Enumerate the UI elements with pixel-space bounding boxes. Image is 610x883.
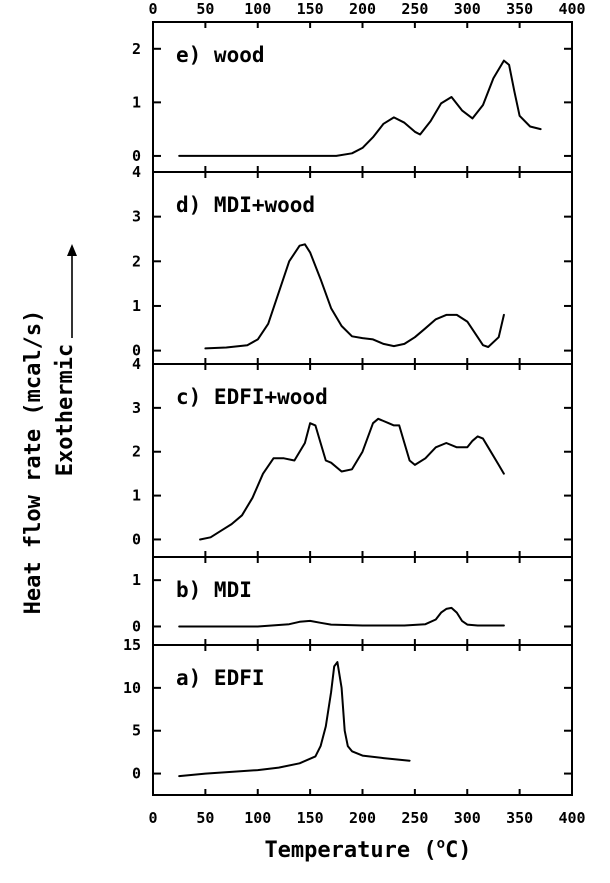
y-tick-label: 0 (132, 530, 141, 548)
x-tick-label-bottom: 50 (196, 809, 214, 827)
x-tick-label-top: 50 (196, 0, 214, 18)
x-axis-layer: 0 0 50 50 100 100 150 150 200 200 250 250 300 300 350 3… (148, 0, 585, 827)
panel-label: c) EDFI+wood (176, 385, 328, 409)
y-tick-label: 5 (132, 722, 141, 740)
y-tick-label: 1 (132, 487, 141, 505)
y-axis-title: Heat flow rate (mcal/s) (21, 310, 46, 615)
x-tick-label-bottom: 150 (297, 809, 324, 827)
y-tick-label: 4 (132, 163, 141, 181)
panel-1: 0 1 2 3 4 d) MDI+wood (132, 163, 573, 365)
x-tick-label-bottom: 350 (506, 809, 533, 827)
series-line (199, 417, 505, 541)
y-tick-label: 3 (132, 399, 141, 417)
y-tick-label: 2 (132, 252, 141, 270)
panel-label: b) MDI (176, 578, 252, 602)
panel-4: 0 5 10 15 a) EDFI (123, 636, 573, 796)
x-tick-label-top: 350 (506, 0, 533, 18)
panel-2: 0 1 2 3 4 c) EDFI+wood (132, 355, 573, 558)
y-tick-label: 0 (132, 765, 141, 783)
series-line (178, 59, 542, 157)
x-tick-label-top: 400 (558, 0, 585, 18)
x-tick-label-top: 0 (148, 0, 157, 18)
panels-layer: 0 1 2 e) wood 0 1 2 3 4 d) MDI+wood 0 1 2 3 4 c) EDFI+w… (123, 21, 573, 796)
x-tick-label-top: 250 (401, 0, 428, 18)
y-tick-label: 1 (132, 297, 141, 315)
exothermic-arrow-head (67, 244, 77, 256)
y-tick-label: 15 (123, 636, 141, 654)
y-tick-label: 2 (132, 443, 141, 461)
series-line (178, 606, 505, 628)
x-tick-label-bottom: 250 (401, 809, 428, 827)
x-tick-label-bottom: 200 (349, 809, 376, 827)
y-tick-label: 10 (123, 679, 141, 697)
y-tick-label: 4 (132, 355, 141, 373)
series-line (178, 661, 411, 778)
panel-3: 0 1 b) MDI (132, 556, 573, 646)
x-tick-label-top: 300 (454, 0, 481, 18)
series-line (204, 243, 505, 350)
panel-label: d) MDI+wood (176, 193, 315, 217)
y-tick-label: 0 (132, 147, 141, 165)
x-tick-label-top: 200 (349, 0, 376, 18)
x-tick-label-bottom: 0 (148, 809, 157, 827)
exothermic-label: Exothermic (53, 344, 78, 476)
y-tick-label: 2 (132, 40, 141, 58)
panel-0: 0 1 2 e) wood (132, 21, 573, 173)
y-tick-label: 3 (132, 208, 141, 226)
x-tick-label-top: 100 (244, 0, 271, 18)
y-tick-label: 0 (132, 617, 141, 635)
x-tick-label-bottom: 300 (454, 809, 481, 827)
x-tick-label-bottom: 400 (558, 809, 585, 827)
y-tick-label: 0 (132, 342, 141, 360)
y-tick-label: 1 (132, 93, 141, 111)
x-axis-title: Temperature (oC) (264, 836, 471, 863)
x-tick-label-top: 150 (297, 0, 324, 18)
panel-label: e) wood (176, 43, 265, 67)
y-tick-label: 1 (132, 571, 141, 589)
x-tick-label-bottom: 100 (244, 809, 271, 827)
panel-label: a) EDFI (176, 666, 265, 690)
